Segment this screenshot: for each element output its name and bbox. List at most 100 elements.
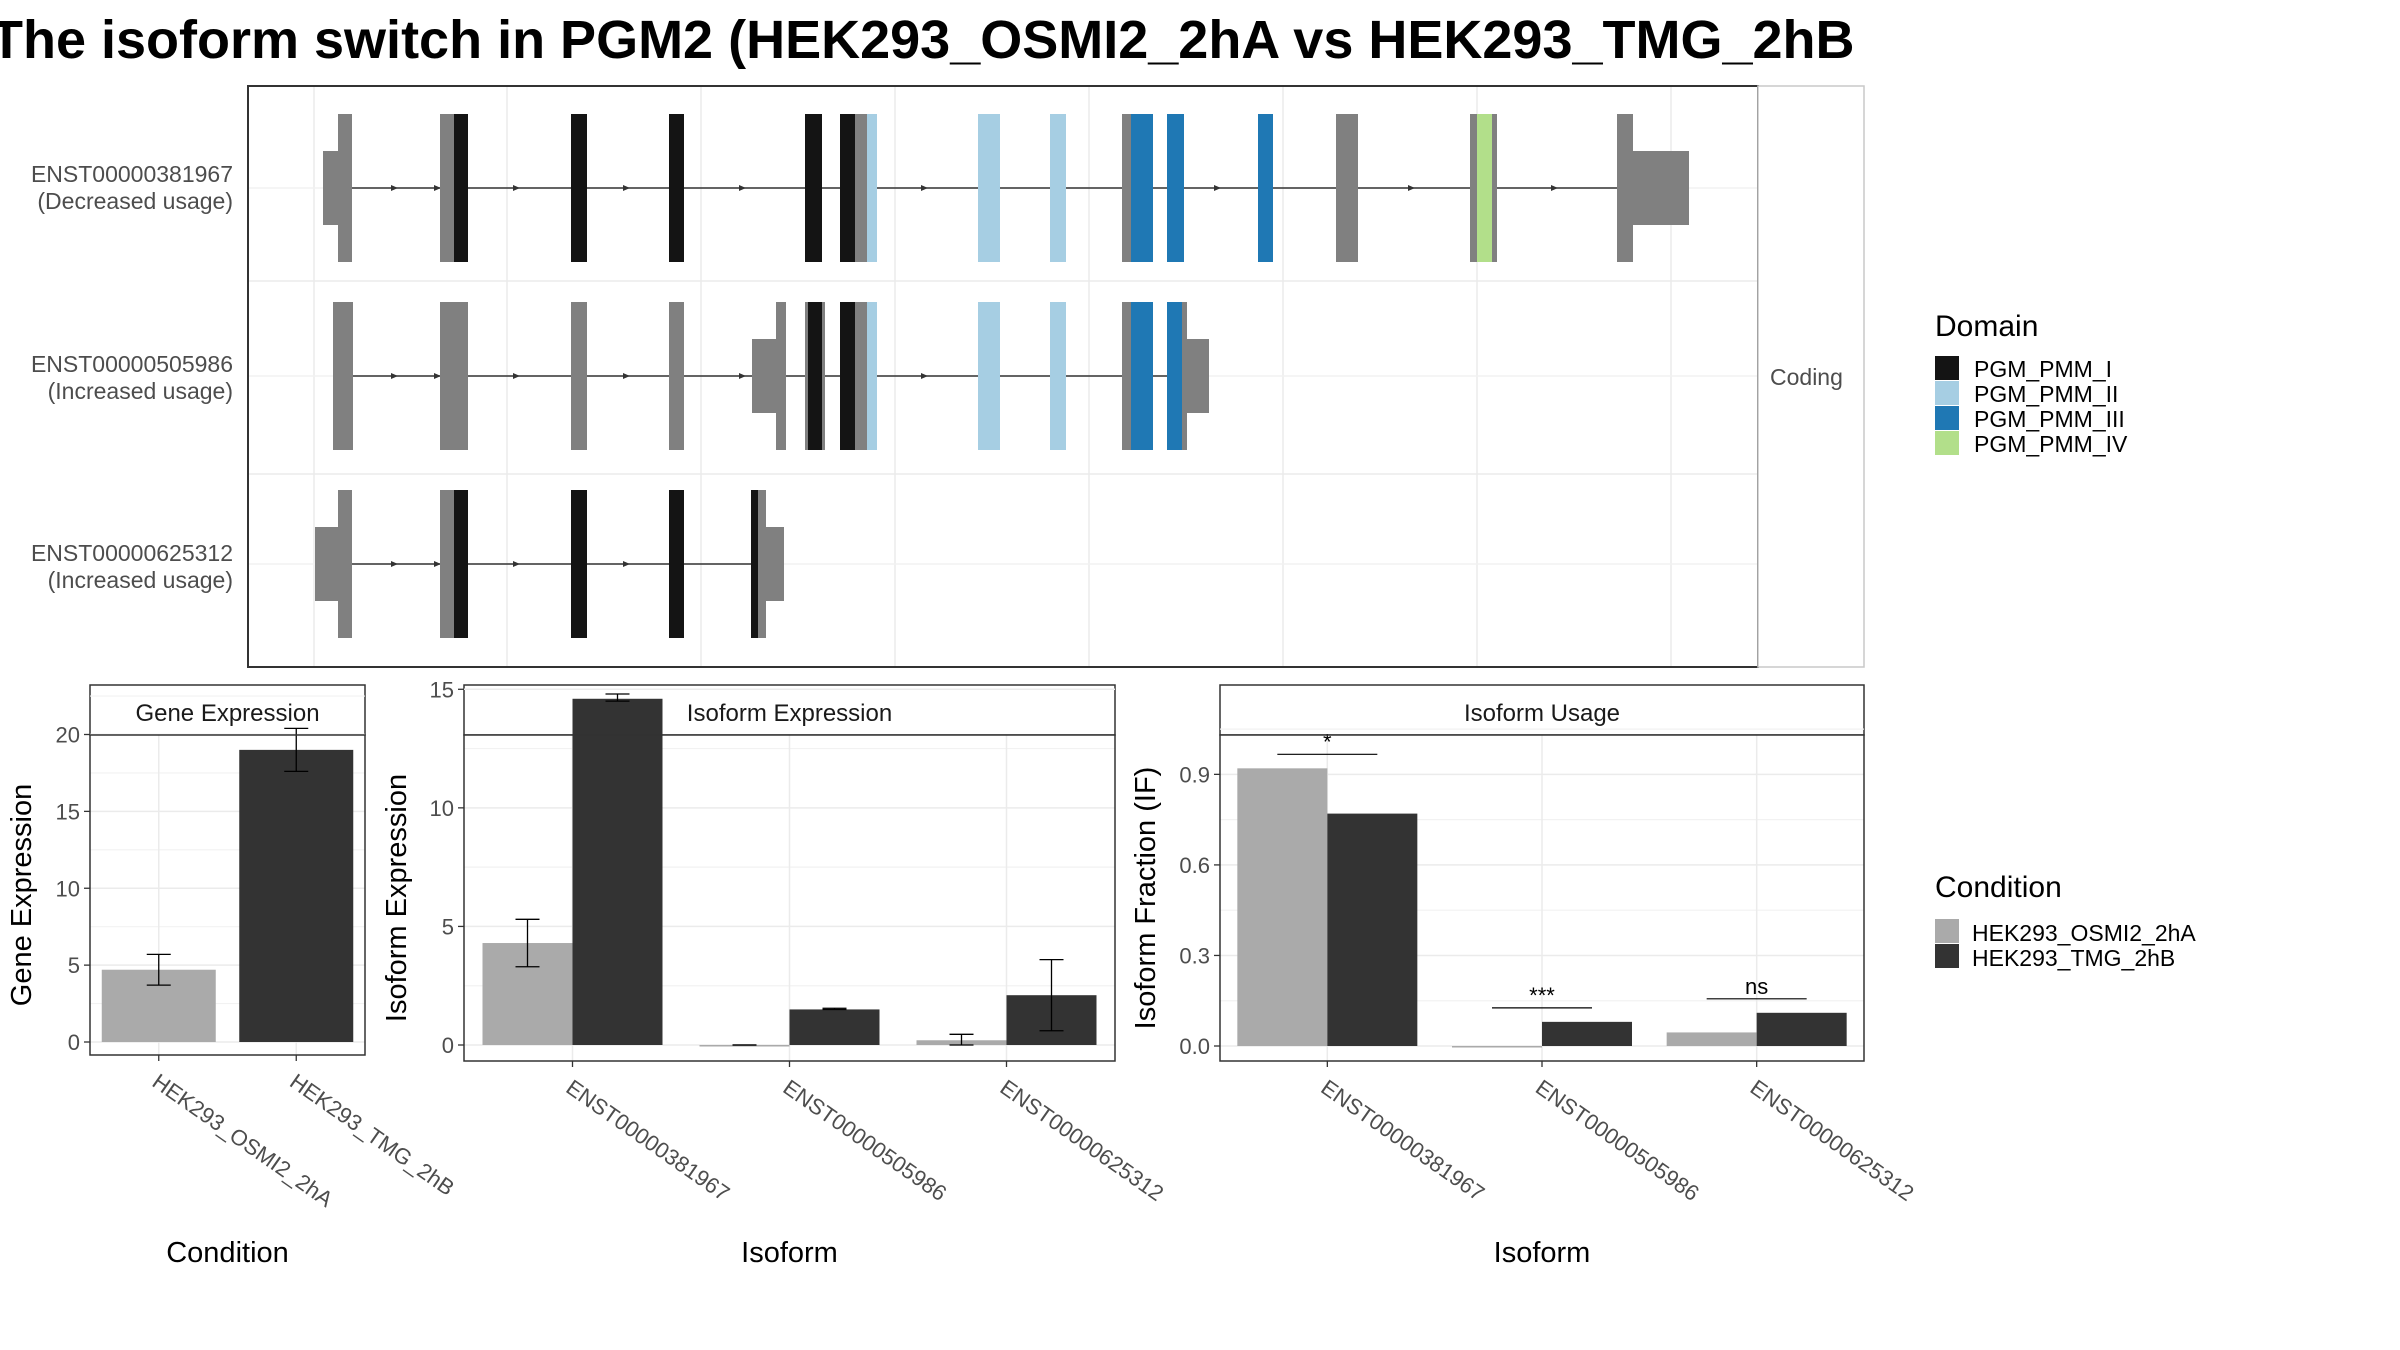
exon-segment xyxy=(1050,114,1066,262)
exon-segment xyxy=(1122,114,1131,262)
exon-segment xyxy=(840,302,855,450)
intron-direction-arrow xyxy=(1551,185,1558,191)
transcript-3-status: (Increased usage) xyxy=(48,567,233,593)
isoform-expression-y-axis-title: Isoform Expression xyxy=(381,774,413,1022)
domain-legend: Domain PGM_PMM_I PGM_PMM_II PGM_PMM_III … xyxy=(1935,310,2128,457)
gene-expression-y-axis-title: Gene Expression xyxy=(6,784,38,1006)
utr-segment xyxy=(323,151,338,225)
isoform-usage-y-tick-label: 0.9 xyxy=(1179,762,1210,787)
coding-facet-label: Coding xyxy=(1770,364,1843,390)
transcript-1-status: (Decreased usage) xyxy=(37,188,233,214)
intron-direction-arrow xyxy=(623,561,630,567)
exon-segment xyxy=(808,302,822,450)
isoform-usage-bar-osmi2-enst00000625312 xyxy=(1666,1032,1757,1046)
utr-segment xyxy=(766,527,784,601)
exon-segment xyxy=(1336,114,1358,262)
structure-tracks xyxy=(315,114,1689,638)
utr-segment xyxy=(315,527,338,601)
legend-label-pgm-pmm-i: PGM_PMM_I xyxy=(1974,356,2112,382)
gene-expression-strip xyxy=(89,684,366,736)
legend-swatch-pgm-pmm-iv xyxy=(1935,431,1959,455)
exon-segment xyxy=(669,114,684,262)
exon-segment xyxy=(758,490,766,638)
exon-segment xyxy=(1167,302,1182,450)
utr-segment xyxy=(1187,339,1209,413)
exon-segment xyxy=(867,302,877,450)
isoform-expression-error-bar xyxy=(949,1033,974,1046)
intron-direction-arrow xyxy=(921,185,928,191)
exon-segment xyxy=(669,490,684,638)
isoform-usage-x-axis-title: Isoform xyxy=(1494,1237,1591,1269)
exon-segment xyxy=(571,490,587,638)
legend-swatch-osmi2 xyxy=(1935,919,1959,943)
gene-expression-y-tick-label: 15 xyxy=(56,799,80,824)
isoform-expression-error-bar xyxy=(605,693,630,702)
intron-direction-arrow xyxy=(623,185,630,191)
gene-expression-error-bar xyxy=(146,953,171,986)
exon-segment xyxy=(1492,114,1497,262)
intron-direction-arrow xyxy=(739,185,746,191)
legend-label-pgm-pmm-ii: PGM_PMM_II xyxy=(1974,381,2118,407)
isoform-usage-bar-osmi2-enst00000505986 xyxy=(1452,1046,1542,1048)
legend-swatch-tmg xyxy=(1935,944,1959,968)
gene-expression-y-tick-label: 5 xyxy=(68,953,80,978)
transcript-3-id: ENST00000625312 xyxy=(31,540,233,566)
transcript-track-3 xyxy=(315,490,784,638)
exon-segment xyxy=(1258,114,1273,262)
exon-segment xyxy=(440,302,468,450)
exon-segment xyxy=(776,302,786,450)
exon-segment xyxy=(338,114,352,262)
exon-segment xyxy=(1167,114,1184,262)
exon-segment xyxy=(805,114,822,262)
exon-segment xyxy=(1470,114,1477,262)
isoform-usage-significance-label: * xyxy=(1323,729,1332,754)
exon-segment xyxy=(1617,114,1633,262)
legend-label-osmi2: HEK293_OSMI2_2hA xyxy=(1972,920,2196,946)
exon-segment xyxy=(1050,302,1066,450)
transcript-track-2 xyxy=(333,302,1209,450)
intron-direction-arrow xyxy=(434,185,441,191)
gene-expression-bar-hek293_tmg_2hb xyxy=(239,749,354,1042)
isoform-expression-bar-osmi2-enst00000505986 xyxy=(699,1045,790,1047)
isoform-usage-bar-tmg-enst00000625312 xyxy=(1756,1012,1847,1046)
intron-direction-arrow xyxy=(739,373,746,379)
intron-direction-arrow xyxy=(391,561,398,567)
gene-expression-plot-border xyxy=(89,734,366,1056)
legend-swatch-pgm-pmm-ii xyxy=(1935,381,1959,405)
isoform-expression-bar-tmg-enst00000505986 xyxy=(789,1009,880,1045)
legend-label-pgm-pmm-iv: PGM_PMM_IV xyxy=(1974,431,2128,457)
isoform-usage-significance-label: *** xyxy=(1529,983,1555,1008)
exon-segment xyxy=(978,114,1000,262)
isoform-usage-strip xyxy=(1219,684,1865,736)
exon-segment xyxy=(571,302,587,450)
legend-label-pgm-pmm-iii: PGM_PMM_III xyxy=(1974,406,2125,432)
exon-segment xyxy=(440,114,454,262)
exon-segment xyxy=(840,114,855,262)
legend-label-tmg: HEK293_TMG_2hB xyxy=(1972,945,2175,971)
intron-direction-arrow xyxy=(513,561,520,567)
isoform-usage-strip-title: Isoform Usage xyxy=(1464,700,1620,727)
isoform-usage-bar-osmi2-enst00000381967 xyxy=(1237,768,1328,1046)
exon-segment xyxy=(855,302,867,450)
condition-legend-title: Condition xyxy=(1935,871,2062,904)
intron-direction-arrow xyxy=(921,373,928,379)
isoform-usage-y-tick-label: 0.3 xyxy=(1179,943,1210,968)
exon-segment xyxy=(1131,302,1153,450)
exon-segment xyxy=(338,490,352,638)
exon-segment xyxy=(855,114,867,262)
gene-expression-y-tick-label: 0 xyxy=(68,1030,80,1055)
intron-direction-arrow xyxy=(1214,185,1221,191)
isoform-expression-y-tick-label: 15 xyxy=(430,677,454,702)
isoform-usage-y-tick-label: 0.6 xyxy=(1179,853,1210,878)
isoform-usage-y-tick-label: 0.0 xyxy=(1179,1034,1210,1059)
gene-expression-strip-title: Gene Expression xyxy=(135,700,319,727)
transcript-structure-panel: Coding ENST00000381967 (Decreased usage)… xyxy=(31,85,1865,668)
isoform-expression-y-tick-label: 5 xyxy=(442,914,454,939)
isoform-usage-y-axis-title: Isoform Fraction (IF) xyxy=(1130,767,1162,1030)
exon-segment xyxy=(822,302,825,450)
exon-segment xyxy=(454,114,468,262)
isoform-usage-bar-tmg-enst00000381967 xyxy=(1327,813,1418,1046)
utr-segment xyxy=(752,339,776,413)
exon-segment xyxy=(1122,302,1131,450)
exon-segment xyxy=(454,490,468,638)
